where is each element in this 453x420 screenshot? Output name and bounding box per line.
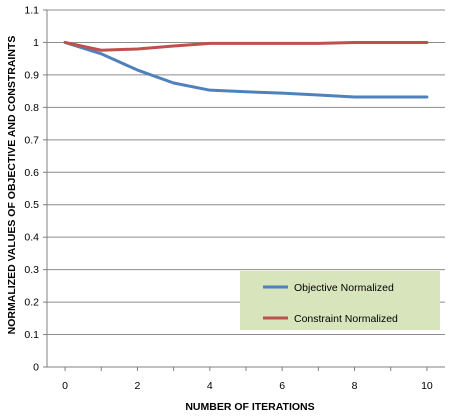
- series-line-constraint: [65, 42, 427, 50]
- x-tick-label: 8: [352, 380, 358, 392]
- y-tick-labels: 0 0.1 0.2 0.3 0.4 0.5 0.6 0.7 0.8 0.9 1 1.1: [24, 5, 39, 374]
- y-tick-label: 0.3: [24, 264, 39, 276]
- y-tick-label: 0.7: [24, 134, 39, 146]
- legend-label-objective: Objective Normalized: [294, 282, 394, 294]
- y-tick-label: 0.2: [24, 297, 39, 309]
- x-tick-label: 2: [135, 380, 141, 392]
- x-tick-labels: 0 2 4 6 8 10: [62, 380, 433, 392]
- x-tick-label: 4: [207, 380, 213, 392]
- y-tick-label: 0.6: [24, 167, 39, 179]
- y-tick-label: 0.1: [24, 329, 39, 341]
- legend: Objective Normalized Constraint Normaliz…: [240, 271, 440, 330]
- x-tick-label: 6: [279, 380, 285, 392]
- x-tick-label: 10: [421, 380, 433, 392]
- x-axis-title: NUMBER OF ITERATIONS: [185, 401, 314, 413]
- y-tick-label: 0.8: [24, 102, 39, 114]
- y-tick-label: 0: [33, 362, 39, 374]
- y-tick-label: 0.9: [24, 69, 39, 81]
- y-tick-label: 0.4: [24, 232, 39, 244]
- y-tick-label: 1.1: [24, 5, 39, 17]
- x-tick-label: 0: [62, 380, 68, 392]
- y-tick-label: 0.5: [24, 199, 39, 211]
- y-tick-label: 1: [33, 37, 39, 49]
- series-lines: [65, 42, 427, 97]
- y-axis-title: NORMALIZED VALUES OF OBJECTIVE AND CONST…: [6, 36, 18, 335]
- legend-label-constraint: Constraint Normalized: [294, 313, 398, 325]
